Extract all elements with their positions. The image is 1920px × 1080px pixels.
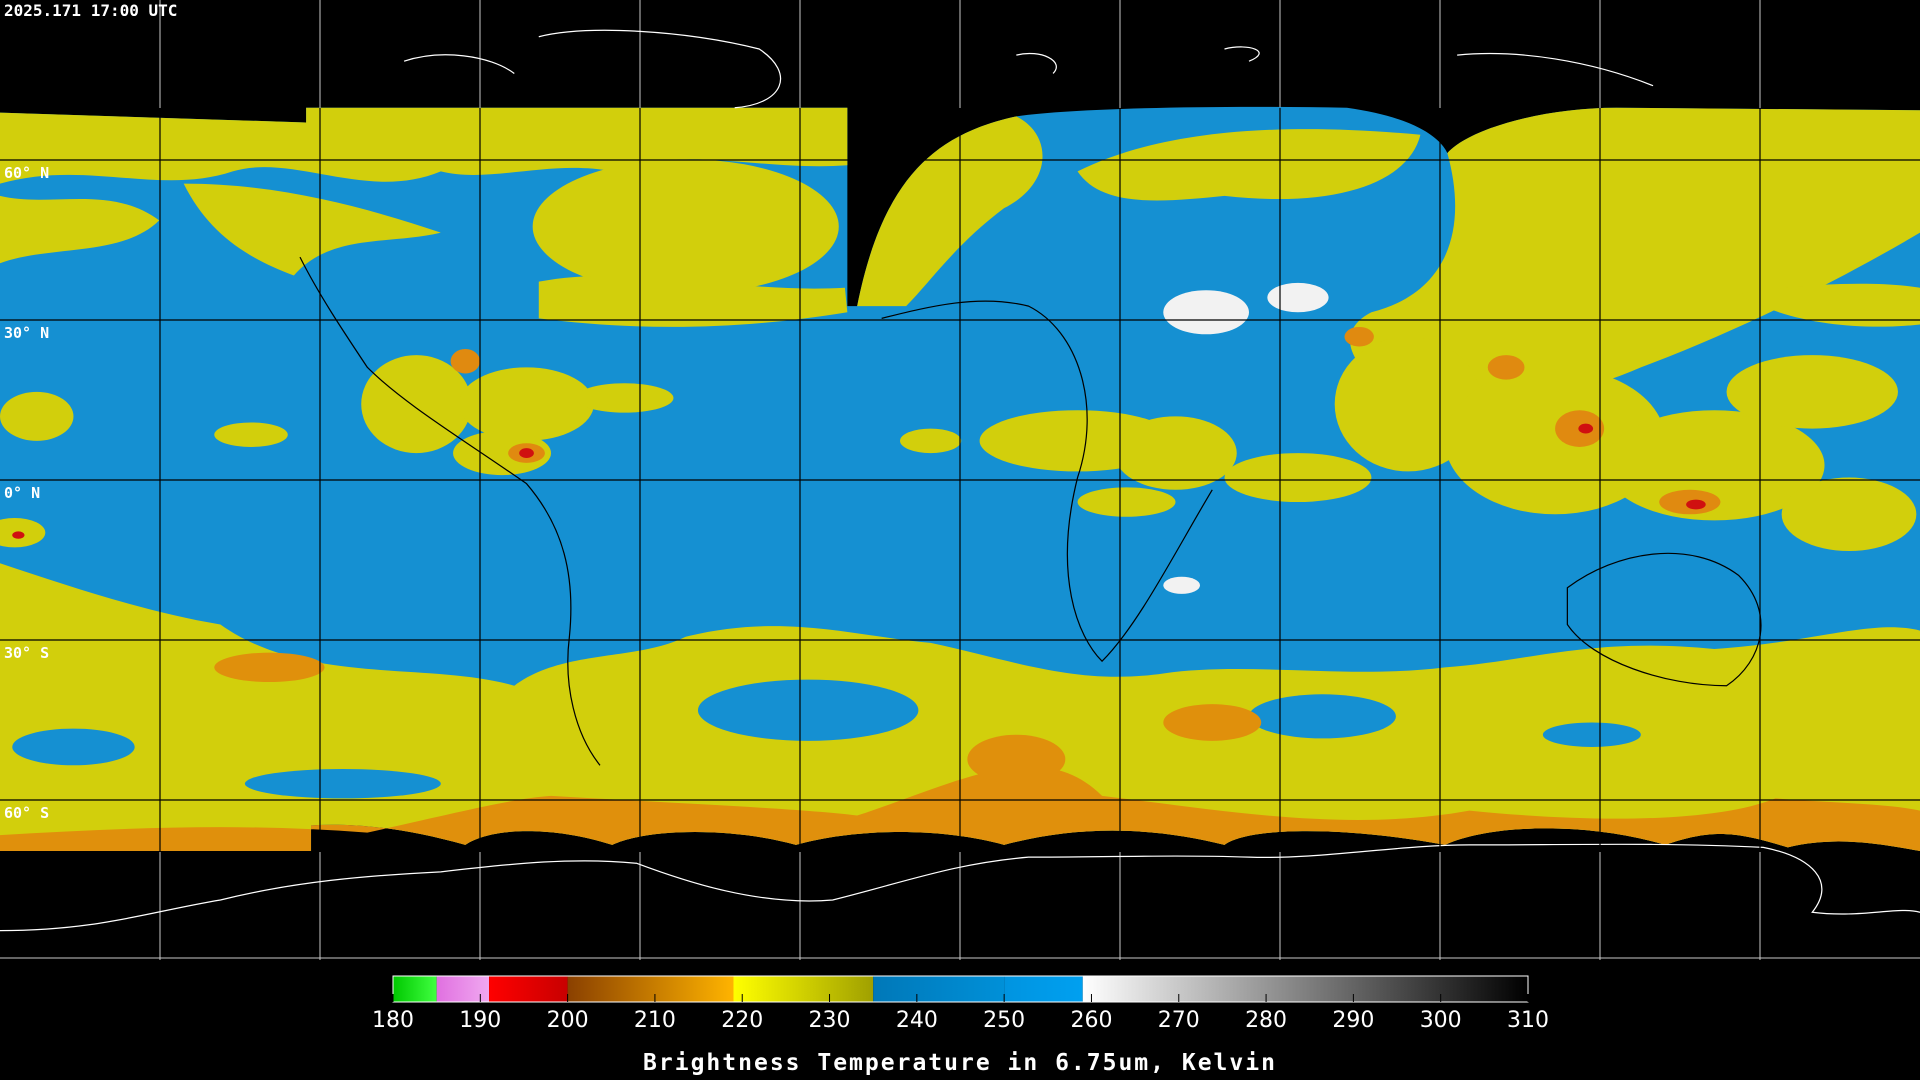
timestamp: 2025.171 17:00 UTC	[4, 1, 177, 20]
graticule	[0, 108, 1920, 852]
colorbar-tick-label: 270	[1158, 1008, 1200, 1033]
colorbar-tick-label: 280	[1245, 1008, 1287, 1033]
colorbar-segment	[567, 976, 734, 1002]
lat-label: 0° N	[4, 484, 40, 502]
lat-label: 60° S	[4, 804, 49, 822]
colorbar-segment	[436, 976, 490, 1002]
colorbar-tick-label: 190	[459, 1008, 501, 1033]
colorbar-tick-label: 200	[547, 1008, 589, 1033]
colorbar-segment	[1082, 976, 1528, 1002]
lat-label: 60° N	[4, 164, 49, 182]
colorbar-tick-label: 240	[896, 1008, 938, 1033]
colorbar-tick-label: 210	[634, 1008, 676, 1033]
lat-label: 30° N	[4, 324, 49, 342]
colorbar-tick-label: 310	[1507, 1008, 1549, 1033]
lat-label: 30° S	[4, 644, 49, 662]
colorbar: 180 190 200 210 220 230 240 250 260 270 280 290 300 3…	[372, 975, 1549, 1033]
colorbar-tick-label: 220	[721, 1008, 763, 1033]
colorbar-tick-label: 260	[1070, 1008, 1112, 1033]
colorbar-tick-label: 250	[983, 1008, 1025, 1033]
colorbar-segment	[489, 976, 568, 1002]
colorbar-tick-label: 180	[372, 1008, 414, 1033]
colorbar-segment	[733, 976, 874, 1002]
colorbar-title: Brightness Temperature in 6.75um, Kelvin	[643, 1050, 1277, 1076]
colorbar-segment	[1004, 976, 1083, 1002]
colorbar-tick-label: 230	[809, 1008, 851, 1033]
colorbar-tick-label: 300	[1420, 1008, 1462, 1033]
lat-labels: 60° N 30° N 0° N 30° S 60° S	[4, 164, 49, 822]
colorbar-segment	[393, 976, 437, 1002]
colorbar-tick-label: 290	[1332, 1008, 1374, 1033]
colorbar-segment	[873, 976, 1005, 1002]
colorbar-frame	[392, 975, 1529, 1003]
